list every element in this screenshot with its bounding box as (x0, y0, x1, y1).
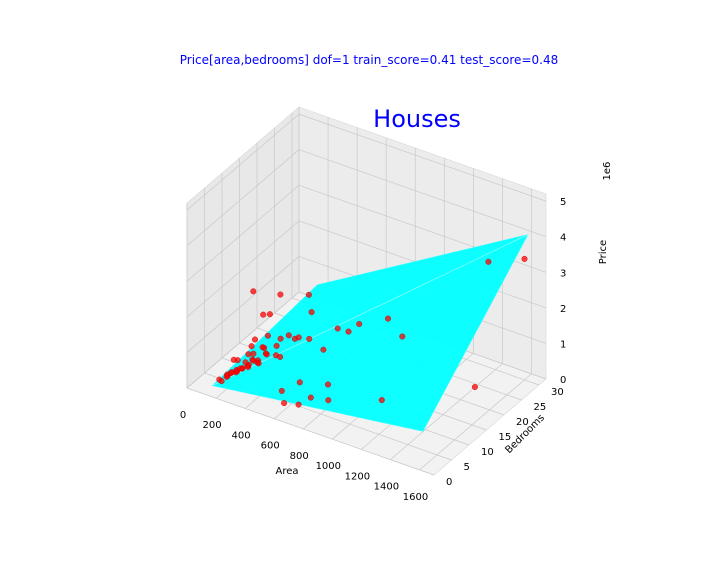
y-tick-label: 20 (516, 417, 529, 428)
data-point (263, 351, 270, 358)
z-tick-label: 4 (560, 233, 566, 244)
gridline-z (186, 149, 300, 246)
data-point (334, 325, 341, 332)
data-point (250, 288, 257, 295)
data-point (305, 291, 312, 298)
y-tick-label: 25 (534, 402, 547, 413)
z-axis-label: Price (598, 240, 609, 264)
gridline-x (419, 373, 532, 471)
data-point (308, 309, 315, 316)
z-tick-label: 5 (560, 197, 566, 208)
data-point (251, 336, 258, 343)
x-tick-label: 200 (203, 420, 222, 431)
surface-mesh-line (212, 234, 529, 386)
tick-labels: 0200400600800100012001400160005101520253… (180, 197, 567, 503)
data-point (242, 359, 249, 366)
z-tick-label: 1 (560, 339, 566, 350)
data-point (385, 315, 392, 322)
gridline-z (186, 256, 300, 353)
data-point (471, 384, 478, 391)
data-point (260, 311, 267, 318)
x-tick-label: 1400 (374, 482, 399, 493)
data-point (285, 332, 292, 339)
gridline-z (186, 220, 300, 318)
x-tick-label: 600 (261, 441, 280, 452)
data-points (216, 255, 528, 408)
y-tick-label: 5 (464, 462, 470, 473)
fitted-surface (211, 234, 529, 432)
data-point (259, 344, 266, 351)
data-point (245, 351, 252, 358)
data-point (277, 353, 284, 360)
x-axis-label: Area (275, 466, 298, 477)
data-point (320, 346, 327, 353)
z-tick-label: 0 (560, 375, 566, 386)
data-point (325, 381, 332, 388)
x-tick-label: 800 (290, 451, 309, 462)
x-tick-label: 1600 (403, 492, 428, 503)
x-tick-label: 1200 (345, 471, 370, 482)
data-point (281, 400, 288, 407)
data-point (264, 332, 271, 339)
data-point (295, 334, 302, 341)
data-point (399, 333, 406, 340)
data-point (521, 255, 528, 262)
data-point (273, 342, 280, 349)
data-point (378, 397, 385, 404)
chart-suptitle: Price[area,bedrooms] dof=1 train_score=0… (180, 53, 558, 67)
chart-title: Houses (373, 105, 461, 133)
data-point (356, 321, 363, 328)
data-point (277, 335, 284, 342)
z-tick-label: 2 (560, 304, 566, 315)
gridline-x (390, 363, 503, 460)
data-point (250, 357, 257, 364)
data-point (218, 378, 225, 385)
gridline-z (298, 113, 547, 202)
gridline-z (186, 291, 300, 389)
y-tick-label: 10 (481, 447, 494, 458)
data-point (255, 360, 262, 367)
gridline-z (186, 185, 300, 282)
data-point (306, 335, 313, 342)
y-tick-label: 30 (551, 387, 564, 398)
data-point (248, 343, 255, 350)
x-tick-label: 1000 (316, 461, 341, 472)
x-tick-label: 400 (232, 431, 251, 442)
y-tick-label: 0 (446, 477, 452, 488)
z-tick-label: 3 (560, 268, 566, 279)
data-point (307, 394, 314, 401)
y-tick-label: 15 (499, 432, 512, 443)
data-point (485, 258, 492, 265)
data-point (325, 397, 332, 404)
data-point (266, 311, 273, 318)
data-point (296, 379, 303, 386)
data-point (239, 365, 246, 372)
data-point (345, 328, 352, 335)
data-point (278, 387, 285, 394)
gridline-z (298, 149, 547, 238)
x-tick-label: 0 (180, 410, 186, 421)
data-point (277, 291, 284, 298)
z-offset-label: 1e6 (602, 162, 613, 181)
data-point (230, 356, 237, 363)
data-point (295, 401, 302, 408)
gridline-z (186, 113, 300, 211)
data-point (250, 350, 257, 357)
gridline-y (186, 387, 435, 476)
data-point (228, 369, 235, 376)
